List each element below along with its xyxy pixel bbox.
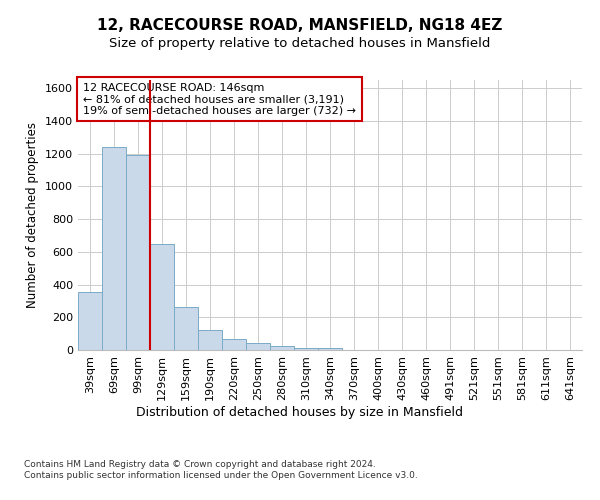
- Text: Size of property relative to detached houses in Mansfield: Size of property relative to detached ho…: [109, 38, 491, 51]
- Bar: [102, 147, 126, 350]
- Bar: [270, 346, 294, 350]
- Bar: [294, 348, 318, 350]
- Bar: [150, 244, 174, 350]
- Y-axis label: Number of detached properties: Number of detached properties: [26, 122, 40, 308]
- Text: Contains HM Land Registry data © Crown copyright and database right 2024.
Contai: Contains HM Land Registry data © Crown c…: [24, 460, 418, 479]
- Text: 12 RACECOURSE ROAD: 146sqm
← 81% of detached houses are smaller (3,191)
19% of s: 12 RACECOURSE ROAD: 146sqm ← 81% of deta…: [83, 82, 356, 116]
- Bar: [222, 338, 246, 350]
- Bar: [126, 156, 150, 350]
- Text: Distribution of detached houses by size in Mansfield: Distribution of detached houses by size …: [137, 406, 464, 419]
- Bar: [318, 348, 342, 350]
- Bar: [78, 292, 102, 350]
- Bar: [174, 308, 198, 350]
- Bar: [198, 330, 222, 350]
- Text: 12, RACECOURSE ROAD, MANSFIELD, NG18 4EZ: 12, RACECOURSE ROAD, MANSFIELD, NG18 4EZ: [97, 18, 503, 32]
- Bar: [246, 344, 270, 350]
